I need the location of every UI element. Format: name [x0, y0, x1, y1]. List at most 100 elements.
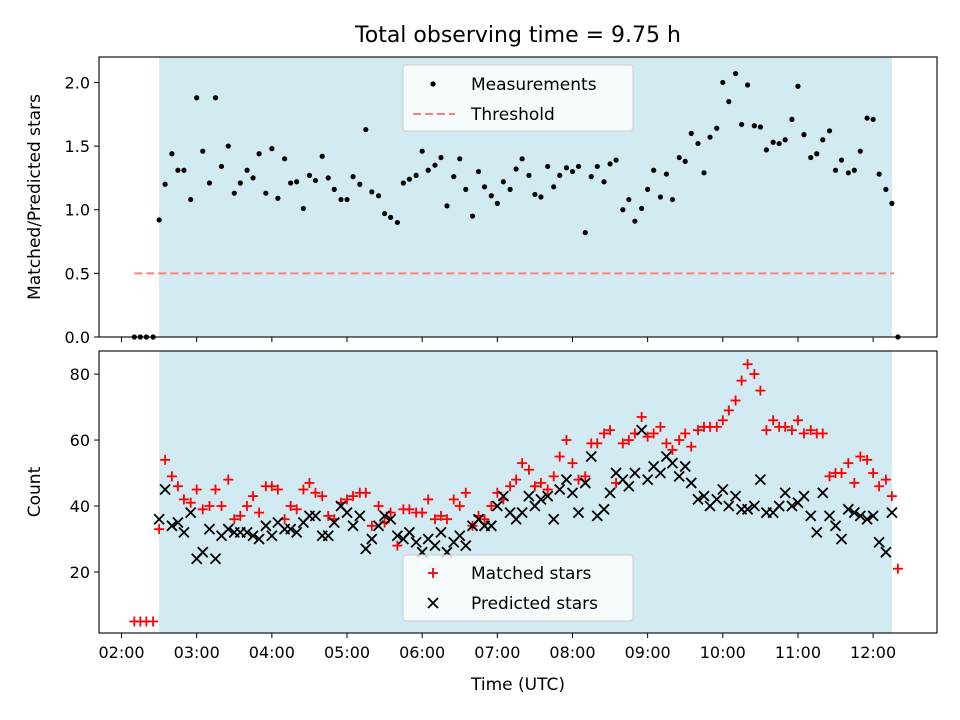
matched-star-point [567, 458, 578, 469]
matched-star-point [517, 458, 528, 469]
measurement-point [845, 170, 851, 176]
matched-star-point [404, 504, 415, 515]
predicted-star-point [786, 500, 798, 512]
measurement-point [594, 163, 600, 170]
matched-star-point [686, 441, 697, 452]
matched-star-point [742, 359, 753, 370]
predicted-star-point [172, 516, 184, 529]
matched-star-point [849, 477, 860, 488]
predicted-star-point [811, 526, 823, 539]
matched-star-point [535, 477, 546, 488]
measurement-point [469, 213, 476, 219]
matched-star-point [892, 563, 903, 574]
measurement-point [444, 203, 450, 209]
matched-star-point [454, 501, 465, 512]
predicted-star-point [748, 500, 761, 512]
matched-star-point [836, 468, 847, 479]
predicted-star-point [309, 510, 322, 522]
measurement-point [363, 126, 369, 133]
predicted-star-point [347, 520, 359, 532]
predicted-star-point [222, 523, 234, 535]
predicted-star-point [178, 526, 190, 539]
matched-star-point [441, 514, 452, 525]
predicted-star-point-b [266, 530, 278, 542]
predicted-star-point-b [805, 510, 817, 522]
predicted-star-point-b [585, 450, 597, 463]
predicted-star-point [779, 487, 791, 499]
predicted-star-point [880, 546, 892, 558]
predicted-star-point-b [673, 470, 685, 482]
plot-frame [98, 56, 938, 338]
predicted-star-point-b [572, 506, 585, 519]
measurement-point [338, 196, 344, 203]
predicted-star-point-b [542, 490, 554, 502]
measurement-point [876, 171, 882, 177]
measurement-point [237, 180, 243, 186]
predicted-star-point-b [247, 530, 259, 542]
predicted-star-point-b [642, 473, 654, 486]
predicted-star-point [861, 513, 873, 525]
matched-star-point [523, 464, 534, 475]
measurement-point [282, 156, 288, 162]
predicted-star-point [322, 530, 334, 542]
x-tick-label: 12:00 [850, 643, 896, 662]
matched-star-point [723, 405, 734, 416]
predicted-star-point-b [178, 526, 190, 539]
predicted-star-point-b [811, 526, 823, 539]
predicted-star-point [209, 553, 222, 565]
matched-star-point [266, 481, 277, 492]
predicted-star-point-b [711, 493, 723, 506]
measurement-point [206, 180, 213, 186]
legend-marker-measurements [430, 81, 436, 87]
measurement-point [851, 167, 857, 173]
predicted-star-point-b [717, 483, 729, 496]
predicted-star-point-b [823, 510, 836, 522]
matched-star-point [310, 487, 321, 498]
predicted-star-point [341, 506, 353, 519]
predicted-star-point [372, 520, 385, 532]
predicted-star-point-b [685, 477, 697, 489]
measurement-point [751, 123, 757, 129]
predicted-star-point [623, 480, 635, 492]
measurement-point [657, 194, 664, 200]
measurement-point [832, 167, 839, 173]
predicted-star-point [354, 510, 366, 522]
measurement-point [438, 154, 444, 161]
predicted-star-point [635, 424, 648, 436]
measurement-point [269, 146, 275, 152]
predicted-star-point-b [648, 460, 660, 473]
predicted-star-point [642, 473, 654, 486]
predicted-star-point-b [598, 503, 610, 515]
predicted-star-point-b [548, 513, 560, 525]
predicted-star-point [185, 506, 197, 519]
legend-box [402, 554, 634, 622]
matched-star-point [817, 428, 828, 439]
predicted-star-point [542, 490, 554, 502]
matched-star-point [272, 484, 283, 495]
matched-star-point [479, 514, 490, 525]
measurement-point [162, 181, 168, 187]
chart-title: Total observing time = 9.75 h [354, 23, 681, 48]
matched-star-point [191, 484, 202, 495]
measurement-point [883, 186, 889, 192]
predicted-star-point-b [378, 510, 391, 522]
matched-star-point [749, 369, 760, 380]
measurement-point [889, 200, 895, 206]
measurement-point [801, 132, 807, 138]
measurement-point [601, 179, 607, 185]
measurement-point [513, 166, 519, 172]
predicted-star-point-b [335, 500, 347, 512]
predicted-star-point-b [535, 493, 547, 506]
predicted-star-point [360, 543, 372, 555]
predicted-star-point-b [341, 506, 353, 519]
predicted-star-point-b [886, 506, 898, 519]
measurement-point [250, 175, 256, 181]
predicted-star-point-b [159, 483, 171, 496]
predicted-star-point-b [829, 520, 842, 532]
matched-star-point [529, 481, 540, 492]
predicted-star-point-b [629, 467, 641, 479]
x-tick-label: 05:00 [324, 643, 370, 662]
predicted-star-point [886, 506, 898, 519]
measurement-point [551, 184, 557, 190]
measurement-point [394, 219, 400, 226]
